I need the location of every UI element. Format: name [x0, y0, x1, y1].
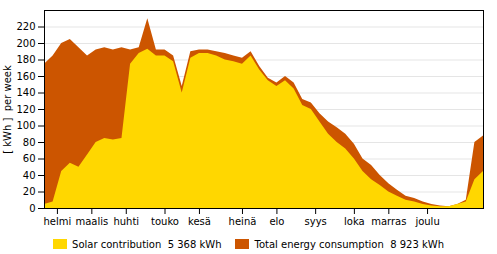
- html-text:Solar contribution 5 368 kWh: Solar contribution 5 368 kWh: [72, 238, 222, 250]
- svg-text:touko: touko: [151, 216, 179, 227]
- svg-text:elo: elo: [269, 216, 284, 227]
- svg-text:80: 80: [23, 137, 36, 148]
- svg-text:40: 40: [23, 170, 36, 181]
- svg-text:200: 200: [16, 38, 35, 49]
- svg-text:100: 100: [16, 120, 35, 131]
- svg-text:120: 120: [16, 104, 35, 115]
- svg-text:marras: marras: [371, 216, 406, 227]
- svg-text:heinä: heinä: [229, 216, 257, 227]
- svg-text:160: 160: [16, 71, 35, 82]
- svg-text:kesä: kesä: [188, 216, 211, 227]
- html-text:Total energy consumption 8 923: Total energy consumption 8 923 kWh: [254, 238, 444, 250]
- svg-text:0: 0: [29, 203, 35, 214]
- svg-text:syys: syys: [305, 216, 327, 227]
- svg-text:20: 20: [23, 186, 36, 197]
- svg-text:60: 60: [23, 153, 36, 164]
- svg-text:huhti: huhti: [113, 216, 139, 227]
- svg-text:140: 140: [16, 87, 35, 98]
- svg-text:220: 220: [16, 21, 35, 32]
- svg-text:loka: loka: [344, 216, 365, 227]
- svg-text:joulu: joulu: [414, 216, 439, 227]
- svg-text:helmi: helmi: [44, 216, 72, 227]
- svg-text:180: 180: [16, 54, 35, 65]
- svg-text:maalis: maalis: [75, 216, 108, 227]
- svg-text:[ kWh ] per week: [ kWh ] per week: [2, 65, 13, 154]
